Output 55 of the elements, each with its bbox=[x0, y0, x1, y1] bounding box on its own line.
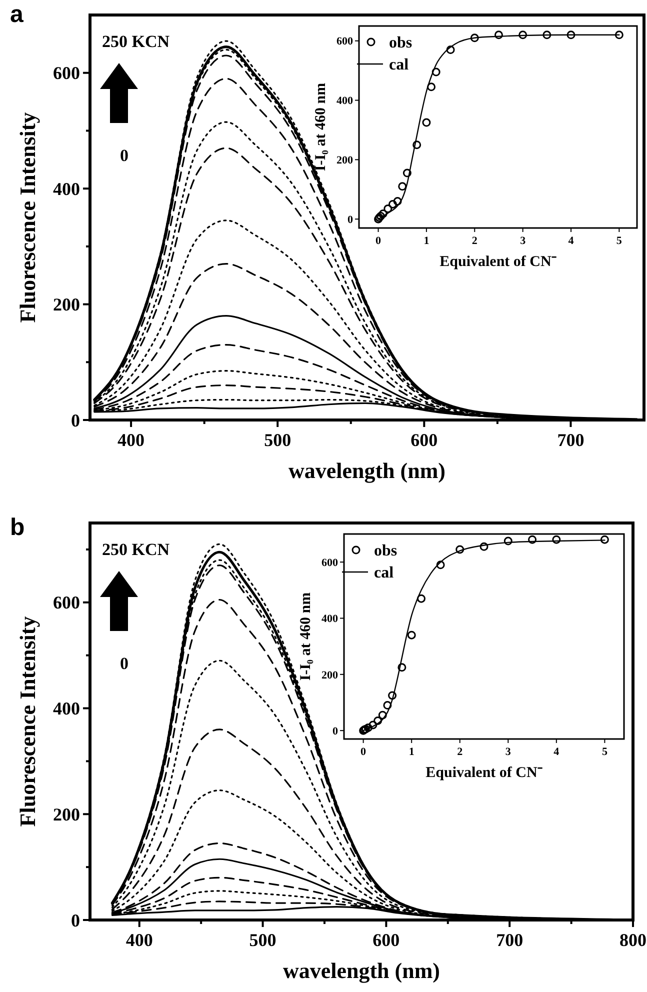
y-tick-label: 600 bbox=[336, 36, 354, 48]
x-tick-label: 500 bbox=[249, 930, 276, 950]
y-tick-label: 200 bbox=[336, 154, 354, 167]
y-axis-title: Fluorescence Intensity bbox=[15, 616, 40, 827]
x-tick-label: 1 bbox=[408, 746, 414, 758]
y-tick-label: 200 bbox=[53, 804, 80, 824]
x-tick-label: 700 bbox=[557, 430, 584, 450]
y-tick-label: 600 bbox=[53, 63, 80, 84]
annotation: 250 KCN bbox=[102, 32, 170, 51]
x-tick-label: 500 bbox=[264, 430, 292, 450]
annotation: 0 bbox=[120, 146, 128, 165]
legend-label: cal bbox=[389, 56, 410, 74]
x-axis-title: wavelength (nm) bbox=[288, 458, 446, 483]
y-tick-label: 0 bbox=[71, 910, 80, 930]
x-tick-label: 4 bbox=[568, 235, 574, 247]
x-tick-label: 600 bbox=[372, 930, 400, 950]
x-tick-label: 700 bbox=[496, 930, 524, 950]
x-axis-title: Equivalent of CN⁻ bbox=[440, 254, 556, 270]
legend-label: obs bbox=[374, 542, 398, 560]
x-tick-label: 1 bbox=[424, 235, 430, 247]
chart-title: b bbox=[10, 514, 25, 541]
y-tick-label: 400 bbox=[322, 613, 338, 626]
x-tick-label: 2 bbox=[457, 746, 464, 758]
x-tick-label: 5 bbox=[616, 235, 622, 247]
legend-label: obs bbox=[389, 34, 412, 52]
y-axis-title: I-I₀ at 460 nm bbox=[313, 82, 329, 172]
y-tick-label: 400 bbox=[336, 95, 354, 108]
y-axis-title: Fluorescence Intensity bbox=[15, 112, 40, 323]
y-tick-label: 600 bbox=[53, 592, 80, 613]
annotation: 250 KCN bbox=[102, 540, 170, 559]
x-tick-label: 0 bbox=[360, 746, 367, 758]
x-tick-label: 2 bbox=[472, 235, 478, 247]
legend-label: cal bbox=[374, 564, 394, 582]
x-tick-label: 3 bbox=[505, 746, 512, 758]
x-tick-label: 400 bbox=[126, 930, 153, 950]
y-axis-title: I-I₀ at 460 nm bbox=[298, 592, 314, 681]
y-tick-label: 200 bbox=[322, 669, 338, 682]
y-tick-label: 200 bbox=[53, 294, 80, 315]
x-axis-title: Equivalent of CN⁻ bbox=[426, 765, 542, 781]
x-tick-label: 3 bbox=[520, 235, 526, 247]
y-tick-label: 600 bbox=[322, 556, 338, 569]
y-tick-label: 0 bbox=[71, 410, 80, 430]
y-tick-label: 0 bbox=[348, 214, 354, 226]
x-tick-label: 0 bbox=[376, 235, 382, 247]
y-tick-label: 0 bbox=[332, 725, 338, 738]
x-tick-label: 4 bbox=[554, 746, 560, 758]
x-tick-label: 800 bbox=[620, 930, 646, 950]
x-tick-label: 5 bbox=[602, 746, 608, 758]
y-tick-label: 400 bbox=[53, 178, 80, 199]
chart-title: a bbox=[10, 1, 24, 28]
y-tick-label: 400 bbox=[53, 698, 80, 719]
x-axis-title: wavelength (nm) bbox=[282, 958, 440, 983]
annotation: 0 bbox=[120, 654, 128, 673]
x-tick-label: 400 bbox=[118, 430, 145, 450]
x-tick-label: 600 bbox=[410, 430, 438, 450]
